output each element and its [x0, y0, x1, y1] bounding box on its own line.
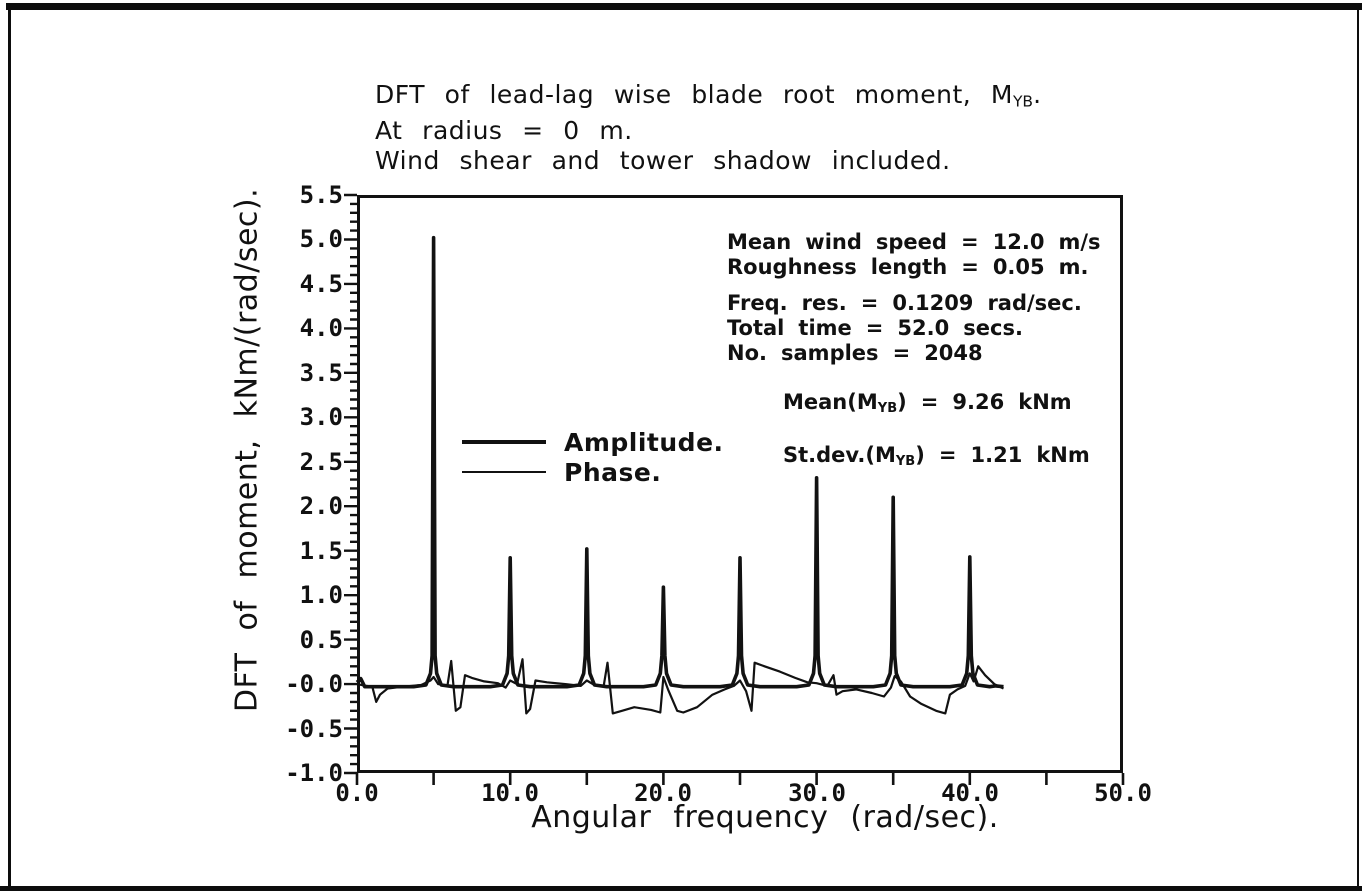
x-tick-label: 20.0: [634, 779, 692, 807]
x-tick-label: 50.0: [1094, 779, 1152, 807]
x-tick-label: 10.0: [481, 779, 539, 807]
page-border-bottom: [0, 886, 1362, 891]
annotation-freq-res: Freq. res. = 0.1209 rad/sec.: [727, 291, 1082, 315]
annotation-total-time: Total time = 52.0 secs.: [727, 316, 1023, 340]
y-tick-label: 5.5: [299, 181, 343, 209]
annotation-block: Mean wind speed = 12.0 m/s Roughness len…: [727, 230, 1101, 366]
amplitude-line-sample-icon: [462, 440, 546, 444]
plot-area: 5.5 5.0 4.5 4.0 3.5 3.0 2.5 2.0 1.5 1.0 0.5 -0.0 -0.…: [285, 181, 1152, 807]
x-axis-ticks: [355, 773, 1125, 785]
y-tick-label: 1.5: [299, 537, 343, 565]
y-tick-label: -1.0: [285, 759, 343, 787]
y-tick-label: 4.0: [299, 314, 343, 342]
y-tick-label: 2.0: [299, 492, 343, 520]
y-axis-ticks: [344, 193, 357, 775]
y-tick-label: -0.0: [285, 670, 343, 698]
stats-block: Mean(MYB) = 9.26 kNm St.dev.(MYB) = 1.21…: [783, 390, 1090, 474]
legend-label-phase: Phase.: [564, 457, 662, 487]
legend-entry-phase: Phase.: [462, 457, 724, 487]
chart-title-line2: At radius = 0 m.: [375, 116, 633, 146]
page-border-right: [1357, 3, 1359, 888]
x-tick-label: 40.0: [941, 779, 999, 807]
x-tick-label: 0.0: [335, 779, 379, 807]
legend-label-amplitude: Amplitude.: [564, 427, 724, 457]
stat-mean: Mean(MYB) = 9.26 kNm: [783, 390, 1072, 416]
y-tick-label: 5.0: [299, 225, 343, 253]
x-tick-label: 30.0: [788, 779, 846, 807]
legend-entry-amplitude: Amplitude.: [462, 427, 724, 457]
y-tick-label: 2.5: [299, 448, 343, 476]
chart-title-line1: DFT of lead-lag wise blade root moment, …: [375, 80, 1042, 111]
stat-stdev: St.dev.(MYB) = 1.21 kNm: [783, 442, 1090, 469]
amplitude-series: [355, 235, 1004, 689]
subscript-yb: YB: [877, 400, 898, 416]
y-tick-label: -0.5: [285, 715, 343, 743]
y-axis-label: DFT of moment, kNm/(rad/sec).: [229, 187, 265, 713]
annotation-wind-speed: Mean wind speed = 12.0 m/s: [727, 230, 1101, 254]
legend: Amplitude. Phase.: [462, 427, 724, 487]
y-tick-label: 3.0: [299, 403, 343, 431]
subscript-yb: YB: [895, 453, 916, 469]
subscript-yb: YB: [1012, 92, 1034, 111]
chart-title: DFT of lead-lag wise blade root moment, …: [375, 80, 1042, 176]
phase-line-sample-icon: [462, 471, 546, 473]
annotation-roughness: Roughness length = 0.05 m.: [727, 255, 1089, 279]
y-tick-label: 0.5: [299, 626, 343, 654]
phase-series: [356, 658, 1004, 715]
annotation-samples: No. samples = 2048: [727, 341, 983, 365]
plot-canvas: [344, 193, 1125, 785]
chart-title-line3: Wind shear and tower shadow included.: [375, 146, 951, 176]
plot-box: [357, 195, 1123, 773]
y-tick-label: 1.0: [299, 581, 343, 609]
y-tick-label: 4.5: [299, 270, 343, 298]
x-axis-label: Angular frequency (rad/sec).: [531, 800, 999, 835]
page-border-top: [6, 3, 1362, 10]
page-border-left: [8, 3, 11, 888]
y-tick-label: 3.5: [299, 359, 343, 387]
